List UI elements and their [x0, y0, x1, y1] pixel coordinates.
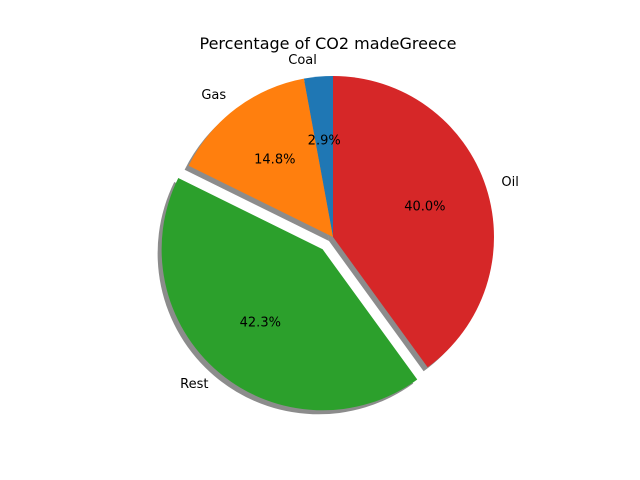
label-coal: Coal [288, 53, 317, 68]
percent-coal: 2.9% [308, 133, 341, 148]
label-gas: Gas [201, 88, 226, 103]
percent-oil: 40.0% [404, 200, 445, 215]
percent-rest: 42.3% [240, 316, 281, 331]
label-oil: Oil [501, 175, 518, 190]
chart-title: Percentage of CO2 madeGreece [200, 34, 457, 53]
slice-oil [333, 76, 494, 368]
slice-gas [188, 78, 333, 237]
slice-coal [303, 76, 333, 237]
slices [161, 76, 494, 411]
percent-gas: 14.8% [254, 152, 295, 167]
slice-labels: Coal 2.9% Gas 14.8% Rest 42.3% Oil 40.0% [180, 53, 519, 392]
slice-rest [161, 178, 418, 411]
label-rest: Rest [180, 377, 208, 392]
